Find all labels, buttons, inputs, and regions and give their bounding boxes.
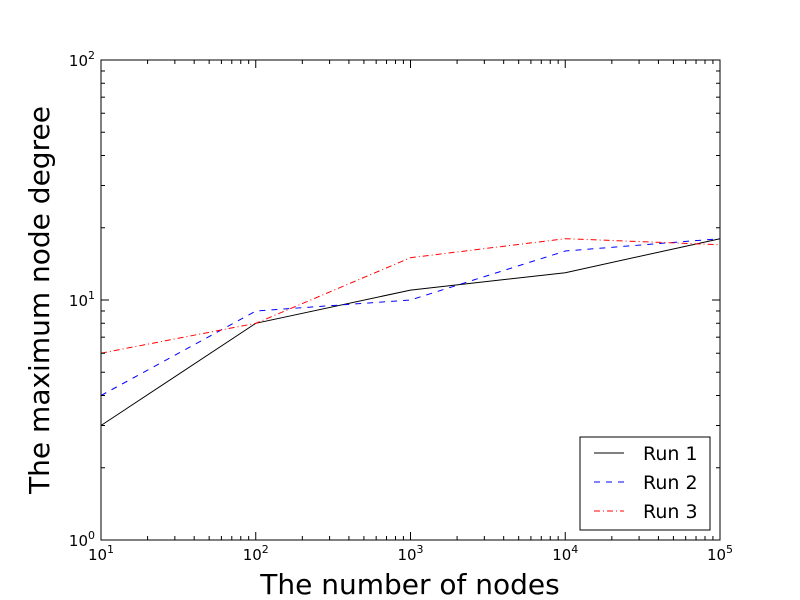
legend: Run 1 Run 2 Run 3 (579, 436, 711, 531)
plot-lines (100, 238, 721, 426)
legend-label-run-1: Run 1 (643, 443, 698, 465)
x-tick-label: 101 (88, 543, 114, 564)
series-line-run-2 (100, 238, 721, 396)
x-tick-label: 103 (397, 543, 423, 564)
y-tick-label: 101 (69, 289, 95, 310)
legend-label-run-2: Run 2 (643, 472, 698, 494)
x-tick-label: 105 (707, 543, 733, 564)
y-tick-label: 102 (69, 49, 95, 70)
series-line-run-1 (100, 238, 721, 426)
x-tick-label: 102 (243, 543, 269, 564)
legend-label-run-3: Run 3 (643, 501, 698, 523)
plot-frame (100, 59, 721, 541)
y-axis-label: The maximum node degree (23, 106, 56, 495)
x-tick-label: 104 (552, 543, 578, 564)
x-axis-label: The number of nodes (259, 568, 560, 600)
y-tick-label: 100 (69, 529, 95, 550)
series-line-run-3 (100, 238, 721, 354)
